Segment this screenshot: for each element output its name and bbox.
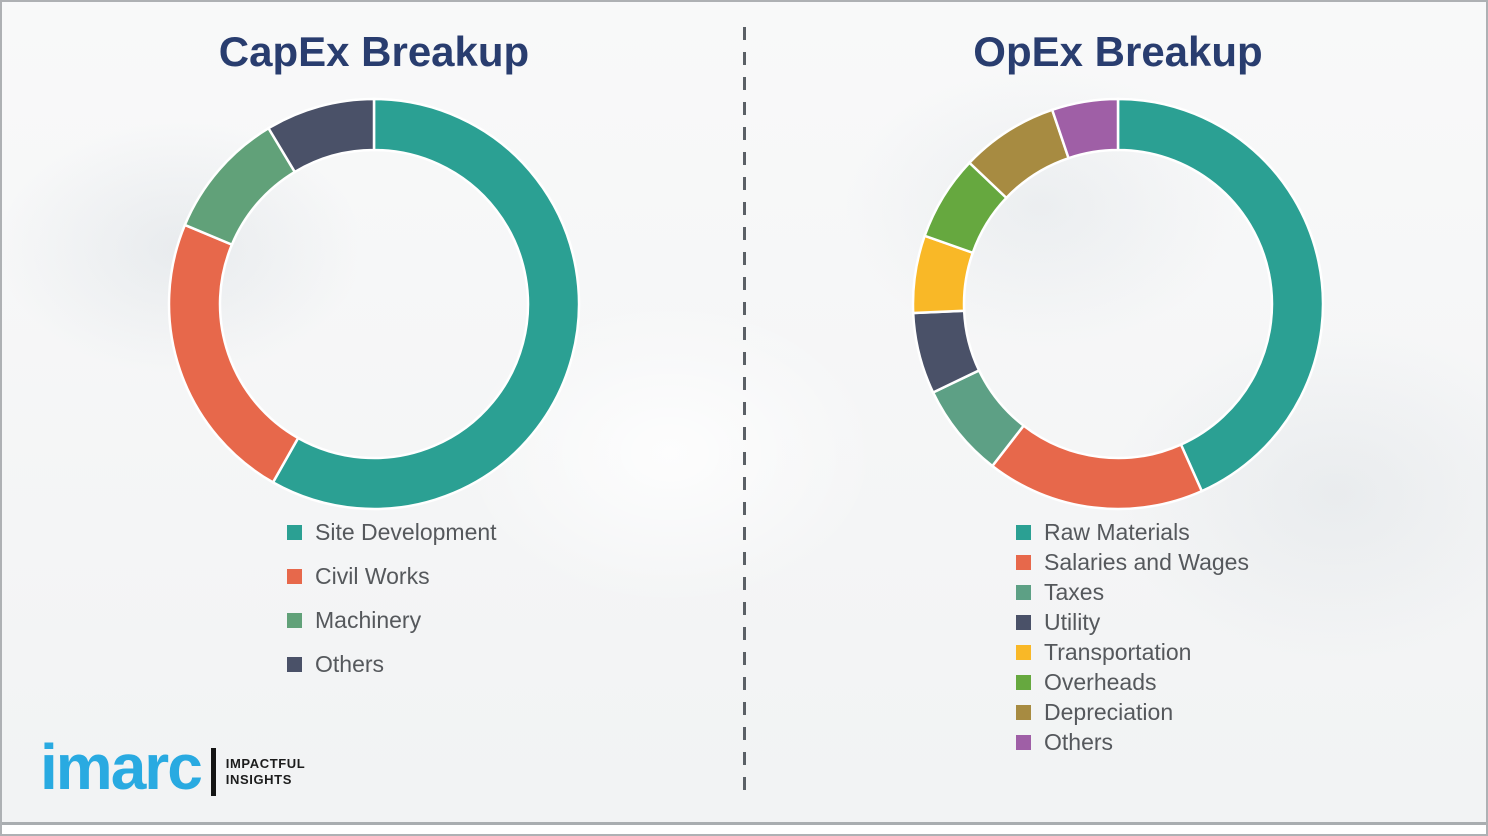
logo-divider-bar	[210, 748, 216, 796]
legend-item: Overheads	[1016, 667, 1249, 697]
legend-item: Taxes	[1016, 577, 1249, 607]
imarc-logo-text: imarc	[40, 731, 203, 803]
legend-item: Others	[287, 642, 497, 686]
legend-label: Others	[1044, 729, 1114, 755]
logo-tagline: IMPACTFUL INSIGHTS	[226, 756, 306, 789]
legend-label: Utility	[1044, 609, 1101, 635]
legend-item: Others	[1016, 727, 1249, 757]
logo-tagline-line1: IMPACTFUL	[225, 755, 306, 771]
legend-item: Depreciation	[1016, 697, 1249, 727]
imarc-logo: imarc IMPACTFUL INSIGHTS	[40, 724, 305, 810]
legend-swatch	[287, 612, 302, 628]
legend-label: Taxes	[1044, 579, 1105, 605]
legend-swatch	[1016, 704, 1031, 720]
legend-swatch	[1016, 554, 1031, 570]
donut-segment	[1050, 97, 1120, 160]
legend-swatch	[1016, 674, 1031, 690]
panel-divider	[743, 27, 746, 793]
opex-legend: Raw Materials Salaries and Wages Taxes Util…	[1016, 517, 1249, 757]
legend-label: Transportation	[1044, 639, 1192, 665]
legend-label: Raw Materials	[1044, 519, 1190, 545]
capex-panel: CapEx Breakup Site Development Civil Work…	[2, 2, 746, 792]
legend-label: Machinery	[315, 607, 422, 633]
legend-swatch	[287, 568, 302, 584]
legend-label: Depreciation	[1044, 699, 1174, 725]
legend-label: Site Development	[315, 519, 497, 545]
legend-label: Overheads	[1044, 669, 1157, 695]
legend-swatch	[1016, 734, 1031, 750]
capex-donut-chart	[167, 97, 581, 511]
capex-legend: Site Development Civil Works Machinery Othe…	[287, 510, 497, 686]
legend-swatch	[1016, 644, 1031, 660]
opex-panel: OpEx Breakup Raw Materials Salaries and W…	[746, 2, 1486, 792]
legend-swatch	[1016, 524, 1031, 540]
legend-swatch	[287, 656, 302, 672]
legend-item: Raw Materials	[1016, 517, 1249, 547]
legend-item: Site Development	[287, 510, 497, 554]
logo-tagline-line2: INSIGHTS	[225, 772, 292, 787]
legend-item: Transportation	[1016, 637, 1249, 667]
legend-label: Civil Works	[315, 563, 430, 589]
legend-label: Salaries and Wages	[1044, 549, 1249, 575]
legend-swatch	[287, 524, 302, 540]
legend-item: Utility	[1016, 607, 1249, 637]
opex-donut-chart	[911, 97, 1325, 511]
legend-item: Machinery	[287, 598, 497, 642]
donut-segment	[271, 97, 581, 511]
donut-segment	[266, 97, 376, 174]
donut-segment	[1116, 97, 1325, 493]
legend-item: Civil Works	[287, 554, 497, 598]
legend-swatch	[1016, 614, 1031, 630]
legend-item: Salaries and Wages	[1016, 547, 1249, 577]
donut-segment	[990, 423, 1204, 511]
donut-segment	[167, 223, 300, 485]
legend-label: Others	[315, 651, 385, 677]
capex-title: CapEx Breakup	[218, 28, 530, 75]
legend-swatch	[1016, 584, 1031, 600]
opex-title: OpEx Breakup	[973, 28, 1263, 75]
